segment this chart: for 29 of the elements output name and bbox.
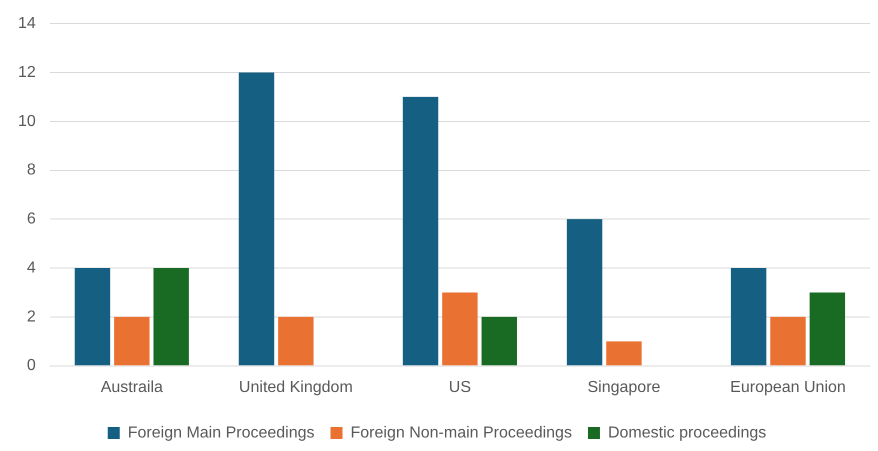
bar	[278, 316, 314, 366]
x-tick-label: United Kingdom	[238, 378, 353, 396]
y-tick-label: 12	[18, 64, 36, 81]
bar	[810, 292, 846, 366]
legend-label: Foreign Main Proceedings	[128, 424, 315, 442]
bar	[402, 96, 438, 366]
y-tick-label: 8	[26, 162, 36, 179]
bar	[770, 316, 806, 366]
y-tick-label: 2	[26, 308, 36, 326]
y-tick-label: 0	[26, 357, 36, 374]
legend-label: Domestic proceedings	[608, 424, 766, 442]
y-tick-label: 4	[26, 259, 36, 276]
bar	[730, 268, 766, 366]
x-tick-label: European Union	[730, 378, 846, 396]
y-tick-label: 14	[18, 15, 36, 32]
bar	[606, 341, 642, 366]
bar	[442, 292, 478, 366]
x-tick-label: Singapore	[587, 378, 661, 396]
bar	[153, 268, 189, 366]
bar	[114, 316, 150, 366]
legend-label: Foreign Non-main Proceedings	[350, 424, 572, 442]
x-tick-label: Austraila	[100, 378, 164, 396]
bar	[238, 72, 274, 366]
y-tick-label: 10	[18, 112, 36, 130]
bar	[566, 219, 602, 366]
y-tick-label: 6	[26, 210, 36, 228]
bar	[74, 268, 110, 366]
x-tick-label: US	[448, 378, 472, 396]
bar	[482, 316, 517, 366]
